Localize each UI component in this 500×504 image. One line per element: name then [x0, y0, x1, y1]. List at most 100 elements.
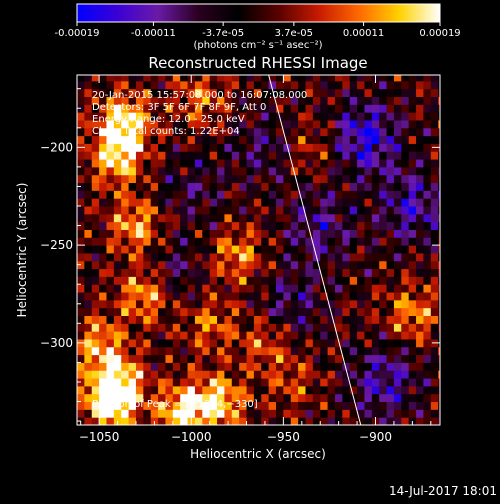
heatmap-cell — [276, 237, 284, 246]
heatmap-cell — [364, 112, 373, 121]
heatmap-cell — [327, 198, 336, 207]
heatmap-cell — [165, 378, 174, 387]
heatmap-cell — [239, 362, 248, 371]
heatmap-cell — [298, 284, 306, 293]
heatmap-cell — [194, 346, 203, 356]
heatmap-cell — [246, 393, 255, 403]
heatmap-cell — [261, 112, 270, 121]
heatmap-cell — [121, 299, 130, 309]
heatmap-cell — [312, 338, 321, 348]
heatmap-cell — [276, 75, 284, 82]
heatmap-cell — [283, 75, 292, 82]
heatmap-cell — [91, 338, 100, 348]
heatmap-cell — [298, 323, 306, 332]
heatmap-cell — [158, 276, 166, 285]
heatmap-cell — [99, 393, 107, 403]
heatmap-cell — [393, 112, 402, 121]
heatmap-cell — [408, 112, 417, 121]
heatmap-cell — [320, 174, 329, 184]
heatmap-cell — [261, 331, 270, 340]
heatmap-cell — [416, 221, 424, 230]
heatmap-cell — [401, 284, 410, 293]
heatmap-cell — [379, 299, 388, 309]
heatmap-cell — [438, 284, 440, 293]
heatmap-cell — [401, 276, 410, 285]
heatmap-cell — [253, 252, 262, 262]
heatmap-cell — [165, 119, 174, 129]
heatmap-cell — [379, 370, 388, 379]
heatmap-cell — [150, 166, 159, 176]
heatmap-cell — [135, 393, 144, 403]
heatmap-cell — [408, 151, 417, 160]
heatmap-cell — [312, 276, 321, 285]
heatmap-cell — [430, 127, 439, 137]
heatmap-cell — [312, 393, 321, 403]
heatmap-cell — [349, 159, 358, 168]
heatmap-cell — [401, 75, 410, 82]
heatmap-cell — [106, 354, 115, 363]
heatmap-cell — [106, 323, 115, 332]
heatmap-cell — [276, 80, 284, 90]
x-tick-label: −900 — [359, 430, 392, 444]
heatmap-cell — [158, 292, 166, 301]
heatmap-cell — [150, 315, 159, 324]
heatmap-cell — [194, 190, 203, 199]
heatmap-cell — [91, 252, 100, 262]
heatmap-cell — [187, 252, 196, 262]
heatmap-cell — [209, 346, 218, 356]
heatmap-cell — [386, 299, 395, 309]
heatmap-cell — [106, 190, 115, 199]
heatmap-cell — [224, 260, 233, 270]
heatmap-cell — [327, 292, 336, 301]
heatmap-cell — [283, 417, 292, 425]
heatmap-cell — [334, 221, 343, 230]
heatmap-cell — [158, 213, 166, 223]
heatmap-cell — [84, 307, 93, 317]
heatmap-cell — [276, 409, 284, 418]
heatmap-cell — [423, 151, 432, 160]
heatmap-cell — [231, 268, 240, 277]
heatmap-cell — [246, 378, 255, 387]
heatmap-cell — [113, 237, 122, 246]
heatmap-cell — [423, 190, 432, 199]
heatmap-cell — [224, 75, 233, 82]
heatmap-cell — [217, 143, 225, 152]
heatmap-cell — [158, 206, 166, 215]
heatmap-cell — [231, 292, 240, 301]
heatmap-cell — [187, 370, 196, 379]
heatmap-cell — [224, 206, 233, 215]
heatmap-cell — [379, 292, 388, 301]
heatmap-cell — [283, 96, 292, 105]
heatmap-cell — [305, 260, 314, 270]
heatmap-cell — [357, 292, 365, 301]
heatmap-cell — [187, 127, 196, 137]
heatmap-cell — [165, 159, 174, 168]
heatmap-cell — [438, 276, 440, 285]
heatmap-cell — [91, 292, 100, 301]
heatmap-cell — [128, 362, 137, 371]
heatmap-cell — [121, 346, 130, 356]
heatmap-cell — [77, 268, 85, 277]
heatmap-cell — [334, 190, 343, 199]
heatmap-cell — [438, 268, 440, 277]
heatmap-cell — [349, 370, 358, 379]
heatmap-cell — [135, 323, 144, 332]
heatmap-cell — [217, 346, 225, 356]
heatmap-cell — [283, 229, 292, 238]
heatmap-cell — [77, 206, 85, 215]
heatmap-cell — [143, 331, 152, 340]
heatmap-cell — [342, 198, 351, 207]
heatmap-cell — [283, 315, 292, 324]
heatmap-cell — [239, 166, 248, 176]
heatmap-cell — [99, 96, 107, 105]
heatmap-cell — [180, 409, 189, 418]
heatmap-cell — [239, 354, 248, 363]
heatmap-cell — [143, 143, 152, 152]
heatmap-cell — [276, 362, 284, 371]
heatmap-cell — [209, 190, 218, 199]
heatmap-cell — [408, 80, 417, 90]
heatmap-cell — [342, 237, 351, 246]
heatmap-cell — [261, 385, 270, 395]
heatmap-cell — [158, 346, 166, 356]
heatmap-cell — [121, 112, 130, 121]
